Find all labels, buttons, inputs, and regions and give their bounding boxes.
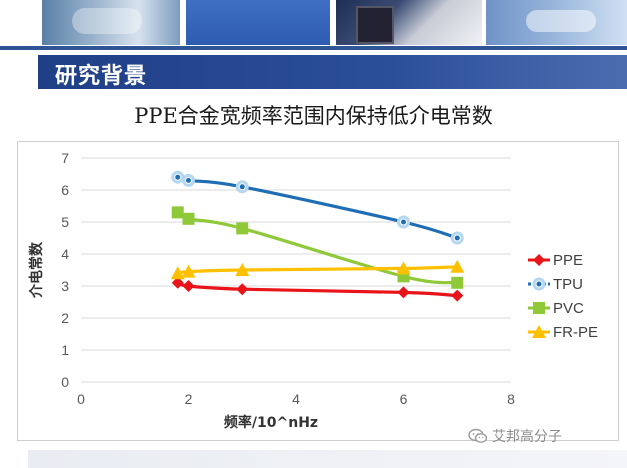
y-axis-title: 介电常数 <box>28 241 45 299</box>
data-point-core-tpu <box>175 174 181 180</box>
series-line-pvc <box>176 210 459 285</box>
series-tpu <box>171 170 464 245</box>
data-point-pvc <box>451 276 464 289</box>
series-line-fr-pe <box>176 265 459 275</box>
data-point-pvc <box>533 302 545 314</box>
data-point-fr-pe <box>235 263 250 276</box>
legend-item-pvc: PVC <box>528 300 584 317</box>
series-pvc <box>171 206 464 289</box>
legend-item-tpu: TPU <box>528 276 583 293</box>
data-point-ppe <box>397 286 410 299</box>
section-title-bar: 研究背景 <box>0 55 627 89</box>
data-point-ppe <box>171 276 184 289</box>
data-point-pvc <box>236 222 249 235</box>
dielectric-constant-chart: 0 1 2 3 4 5 6 7 0 2 4 6 8 频率/10^nHz 介电常数 PPE TPU PVC FR-PE <box>28 150 598 431</box>
legend-label: PPE <box>553 252 583 269</box>
series-fr-pe <box>170 259 465 280</box>
legend-label: FR-PE <box>553 324 598 341</box>
y-tick-label: 1 <box>61 342 69 358</box>
legend-item-fr-pe: FR-PE <box>528 324 598 341</box>
legend-item-ppe: PPE <box>528 252 583 269</box>
data-point-core-tpu <box>536 281 542 287</box>
header-divider <box>0 46 627 50</box>
data-point-pvc <box>171 206 184 219</box>
watermark: 艾邦高分子 <box>468 425 562 447</box>
x-axis-title: 频率/10^nHz <box>224 414 318 431</box>
section-title: 研究背景 <box>55 64 148 89</box>
x-tick-label: 8 <box>507 391 515 407</box>
x-tick-label: 2 <box>185 391 193 407</box>
data-point-fr-pe <box>396 261 411 275</box>
slide-subtitle: PPE合金宽频率范围内保持低介电常数 <box>134 104 493 128</box>
data-point-fr-pe <box>450 259 465 273</box>
y-tick-label: 2 <box>61 310 69 326</box>
data-point-pvc <box>182 212 195 225</box>
data-point-core-tpu <box>239 184 245 190</box>
data-point-ppe <box>236 283 249 296</box>
banner-photo-hand <box>42 0 180 45</box>
y-tick-label: 5 <box>61 214 69 230</box>
data-point-core-tpu <box>454 235 460 241</box>
data-point-core-tpu <box>186 177 191 183</box>
data-point-core-tpu <box>401 219 406 225</box>
y-tick-label: 4 <box>61 246 69 262</box>
data-point-fr-pe <box>181 264 196 278</box>
series-line-ppe <box>176 281 459 298</box>
data-point-ppe <box>533 254 545 266</box>
data-point-ppe <box>451 289 464 302</box>
banner-photo-device <box>336 0 482 45</box>
y-tick-label: 3 <box>61 278 69 294</box>
y-tick-label: 7 <box>61 150 69 166</box>
data-point-ppe <box>182 280 195 292</box>
y-tick-label: 6 <box>61 182 69 198</box>
data-point-fr-pe <box>532 325 546 338</box>
x-tick-label: 6 <box>400 391 408 407</box>
x-tick-label: 0 <box>77 391 85 407</box>
legend-label: TPU <box>553 276 583 293</box>
series-ppe <box>171 276 464 302</box>
banner-photo-blue <box>186 0 330 45</box>
legend-label: PVC <box>553 300 584 317</box>
chart-frame: 0 1 2 3 4 5 6 7 0 2 4 6 8 频率/10^nHz 介电常数 PPE TPU PVC FR-PE <box>17 141 619 441</box>
banner-photo-cable <box>486 0 627 45</box>
data-point-fr-pe <box>170 266 185 280</box>
x-tick-label: 4 <box>292 391 300 407</box>
y-tick-label: 0 <box>61 374 69 390</box>
wechat-icon <box>468 428 488 444</box>
watermark-text: 艾邦高分子 <box>492 429 562 445</box>
footer-strip <box>28 450 627 468</box>
header-banner <box>0 0 627 48</box>
series-line-tpu <box>176 175 459 240</box>
